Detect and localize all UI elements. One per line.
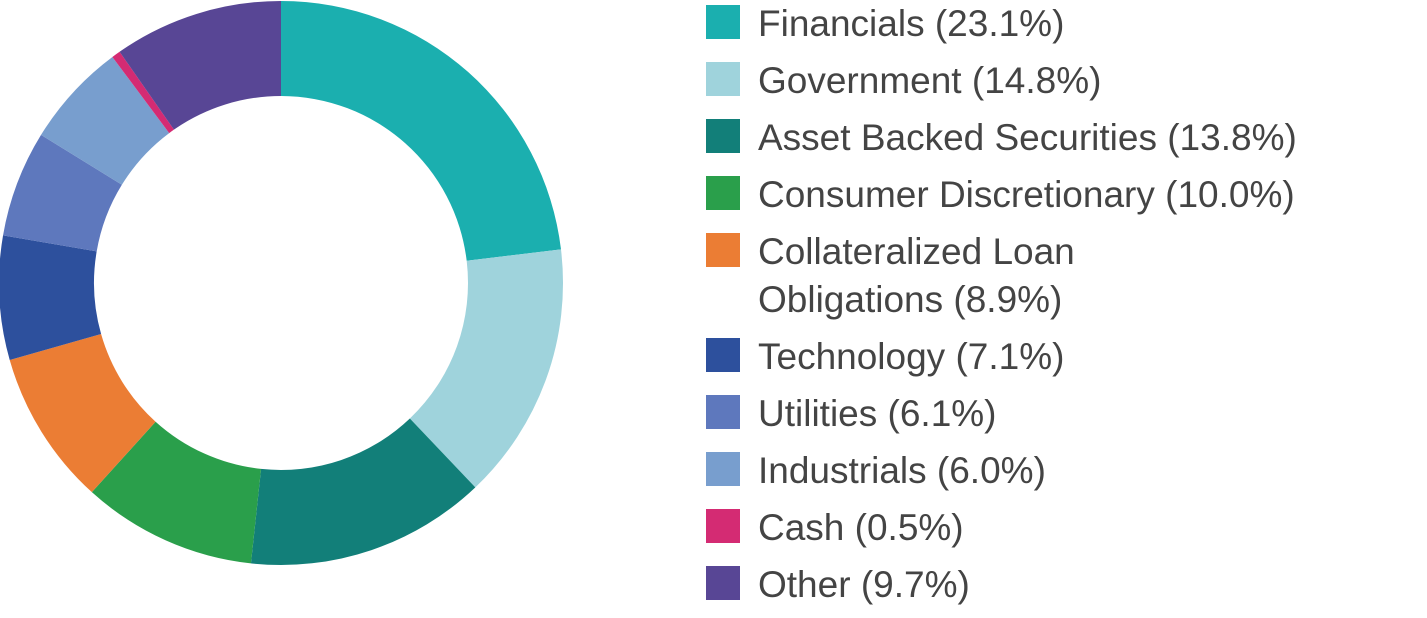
legend-label: Technology (7.1%): [758, 336, 1065, 377]
legend-item: Collateralized Loan Obligations (8.9%): [706, 228, 1406, 324]
donut-slice: [250, 418, 476, 565]
legend-item: Cash (0.5%): [706, 504, 1406, 552]
donut-slice: [281, 1, 561, 261]
legend-item: Technology (7.1%): [706, 333, 1406, 381]
legend-swatch: [706, 452, 740, 486]
donut-slice: [112, 51, 174, 134]
legend-label: Consumer Discretionary (10.0%): [758, 174, 1295, 215]
legend-label: Government (14.8%): [758, 60, 1102, 101]
legend-swatch: [706, 509, 740, 543]
legend-swatch: [706, 62, 740, 96]
legend-label: Asset Backed Securities (13.8%): [758, 117, 1297, 158]
legend-swatch: [706, 338, 740, 372]
legend-swatch: [706, 119, 740, 153]
legend-item: Government (14.8%): [706, 57, 1406, 105]
legend-label: Cash (0.5%): [758, 507, 964, 548]
legend-swatch: [706, 566, 740, 600]
legend-swatch: [706, 233, 740, 267]
donut-slice: [9, 334, 156, 493]
donut-slice: [0, 235, 102, 360]
donut-slice: [3, 134, 122, 252]
donut-chart: [0, 1, 563, 565]
legend-item: Other (9.7%): [706, 561, 1406, 609]
legend-swatch: [706, 5, 740, 39]
legend-label: Collateralized Loan Obligations (8.9%): [758, 231, 1075, 320]
legend-item: Financials (23.1%): [706, 0, 1406, 48]
legend-swatch: [706, 395, 740, 429]
legend-label: Financials (23.1%): [758, 3, 1065, 44]
legend-item: Utilities (6.1%): [706, 390, 1406, 438]
legend-item: Industrials (6.0%): [706, 447, 1406, 495]
donut-slice: [91, 421, 262, 564]
donut-slice: [119, 1, 281, 130]
legend-item: Consumer Discretionary (10.0%): [706, 171, 1406, 219]
legend-item: Asset Backed Securities (13.8%): [706, 114, 1406, 162]
legend-label: Utilities (6.1%): [758, 393, 997, 434]
legend-swatch: [706, 176, 740, 210]
donut-slice: [409, 249, 563, 488]
legend-label: Industrials (6.0%): [758, 450, 1046, 491]
chart-legend: Financials (23.1%) Government (14.8%) Asse…: [706, 0, 1406, 618]
legend-label: Other (9.7%): [758, 564, 970, 605]
donut-slice: [41, 56, 170, 185]
